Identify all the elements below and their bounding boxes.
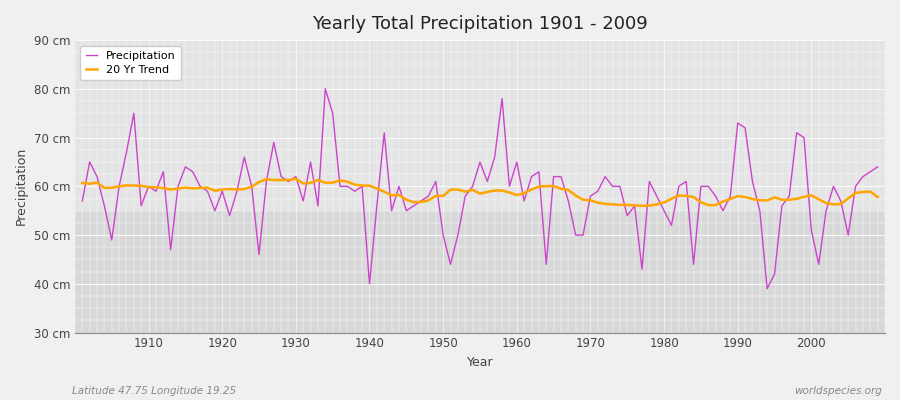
Precipitation <box>298 198 309 203</box>
20 Yr Trend <box>872 194 883 199</box>
Precipitation <box>761 286 772 291</box>
Text: Latitude 47.75 Longitude 19.25: Latitude 47.75 Longitude 19.25 <box>72 386 236 396</box>
Precipitation <box>608 184 618 189</box>
Title: Yearly Total Precipitation 1901 - 2009: Yearly Total Precipitation 1901 - 2009 <box>312 15 648 33</box>
Legend: Precipitation, 20 Yr Trend: Precipitation, 20 Yr Trend <box>80 46 181 80</box>
Text: worldspecies.org: worldspecies.org <box>794 386 882 396</box>
20 Yr Trend <box>305 180 316 185</box>
20 Yr Trend <box>76 180 87 185</box>
Bar <box>75 211 885 332</box>
X-axis label: Year: Year <box>466 356 493 369</box>
Bar <box>75 40 885 211</box>
Precipitation <box>136 204 147 208</box>
20 Yr Trend <box>291 176 302 181</box>
20 Yr Trend <box>608 202 618 207</box>
20 Yr Trend <box>349 182 360 187</box>
20 Yr Trend <box>636 204 647 208</box>
Precipitation <box>518 198 529 203</box>
20 Yr Trend <box>136 184 147 188</box>
Line: 20 Yr Trend: 20 Yr Trend <box>82 179 878 206</box>
Line: Precipitation: Precipitation <box>82 89 878 289</box>
Precipitation <box>349 189 360 194</box>
Precipitation <box>320 86 330 91</box>
20 Yr Trend <box>511 193 522 198</box>
Precipitation <box>511 160 522 164</box>
Precipitation <box>76 198 87 203</box>
Y-axis label: Precipitation: Precipitation <box>15 147 28 226</box>
Precipitation <box>872 164 883 169</box>
20 Yr Trend <box>518 191 529 196</box>
